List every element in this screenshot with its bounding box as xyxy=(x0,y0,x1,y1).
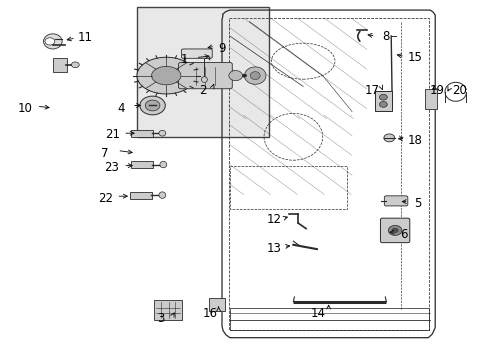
Ellipse shape xyxy=(140,96,165,115)
Text: 1: 1 xyxy=(181,53,188,66)
Text: 8: 8 xyxy=(382,30,389,42)
Text: 5: 5 xyxy=(413,197,421,210)
Text: 3: 3 xyxy=(156,312,164,325)
Text: 19: 19 xyxy=(429,84,444,96)
Circle shape xyxy=(45,38,55,45)
Ellipse shape xyxy=(383,134,394,142)
Text: 2: 2 xyxy=(199,84,206,96)
Text: 13: 13 xyxy=(266,242,281,255)
Text: 11: 11 xyxy=(78,31,93,44)
Text: 6: 6 xyxy=(399,228,407,240)
Polygon shape xyxy=(250,72,260,80)
FancyBboxPatch shape xyxy=(131,130,152,137)
FancyBboxPatch shape xyxy=(181,49,212,58)
FancyBboxPatch shape xyxy=(208,298,225,311)
Polygon shape xyxy=(137,57,195,94)
Circle shape xyxy=(387,225,401,235)
FancyBboxPatch shape xyxy=(137,7,268,137)
Circle shape xyxy=(391,228,397,233)
Text: 18: 18 xyxy=(407,134,421,147)
Text: 4: 4 xyxy=(117,102,125,114)
Polygon shape xyxy=(244,67,265,84)
Polygon shape xyxy=(228,71,242,81)
FancyBboxPatch shape xyxy=(178,62,232,89)
FancyBboxPatch shape xyxy=(374,91,391,111)
FancyBboxPatch shape xyxy=(384,196,407,206)
Text: 16: 16 xyxy=(203,307,217,320)
Text: 9: 9 xyxy=(218,42,226,55)
FancyBboxPatch shape xyxy=(53,58,67,72)
Text: 20: 20 xyxy=(451,84,466,96)
Text: 10: 10 xyxy=(18,102,33,114)
FancyBboxPatch shape xyxy=(131,161,152,168)
Text: 21: 21 xyxy=(105,129,120,141)
Text: 14: 14 xyxy=(310,307,325,320)
Ellipse shape xyxy=(160,161,166,168)
Ellipse shape xyxy=(201,77,207,82)
Text: 23: 23 xyxy=(104,161,119,174)
Text: 17: 17 xyxy=(365,84,379,96)
FancyBboxPatch shape xyxy=(425,89,436,109)
FancyBboxPatch shape xyxy=(130,192,151,199)
Circle shape xyxy=(71,62,79,68)
Text: 15: 15 xyxy=(407,51,421,64)
FancyBboxPatch shape xyxy=(380,218,409,243)
Circle shape xyxy=(379,94,386,100)
Text: 22: 22 xyxy=(98,192,112,204)
Polygon shape xyxy=(151,67,181,85)
Ellipse shape xyxy=(159,130,165,136)
Circle shape xyxy=(379,102,386,107)
Ellipse shape xyxy=(43,34,62,49)
Ellipse shape xyxy=(145,100,160,111)
Ellipse shape xyxy=(159,192,165,198)
Circle shape xyxy=(242,74,246,77)
FancyBboxPatch shape xyxy=(154,300,182,320)
Text: 7: 7 xyxy=(101,147,109,159)
Text: 12: 12 xyxy=(266,213,281,226)
